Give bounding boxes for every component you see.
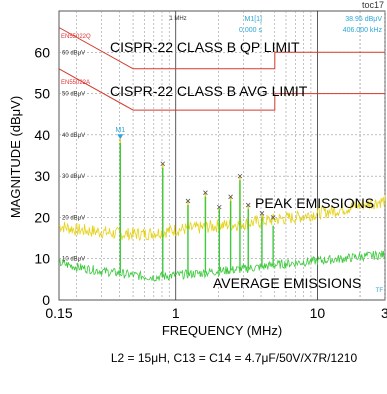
y-tick-label: 60: [34, 44, 50, 60]
series-trace: [58, 194, 386, 242]
x-tick-labels: 0.15 1 10 30: [45, 305, 387, 321]
peak-markers: [117, 134, 276, 220]
average-emissions-label: AVERAGE EMISSIONS: [213, 275, 361, 291]
peak-marker: [185, 198, 191, 204]
series-layer: [58, 139, 386, 282]
limit-name-avg: EN55022A: [61, 80, 90, 86]
marker-name: M1[1]: [244, 16, 262, 23]
peak-marker: [270, 215, 276, 220]
marker-time: 0.000 s: [239, 27, 262, 34]
x-axis-title: FREQUENCY (MHz): [162, 323, 282, 338]
marker-label: M1: [115, 127, 125, 134]
dbuv-label: 10 dBμV: [62, 257, 85, 263]
y-tick-label: 10: [34, 251, 50, 267]
x-tick-label: 30: [381, 305, 387, 321]
y-axis-title: MAGNITUDE (dBμV): [8, 96, 23, 218]
dbuv-label: 60 dBμV: [62, 50, 85, 56]
grid: [59, 11, 386, 300]
dbuv-label: 20 dBμV: [62, 215, 85, 221]
dbuv-label: 30 dBμV: [62, 174, 85, 180]
peak-marker: [228, 194, 233, 200]
y-tick-label: 50: [34, 86, 50, 102]
plot-background: [58, 10, 386, 301]
corner-label: TF: [376, 288, 384, 294]
peak-emissions-label: PEAK EMISSIONS: [255, 195, 374, 211]
figure-id: toc17: [362, 0, 384, 10]
y-tick-label: 40: [34, 127, 50, 143]
x-tick-label: 1: [172, 305, 180, 321]
limit-line: [58, 68, 385, 111]
dbuv-grid-labels: 60 dBμV 50 dBμV 40 dBμV 30 dBμV 20 dBμV 10 dB…: [62, 50, 85, 262]
limit-line: [58, 27, 385, 70]
peak-marker: [259, 211, 265, 216]
limit-lines: [58, 27, 385, 111]
marker-m1: [117, 134, 124, 140]
limit-name-qp: EN55022Q: [61, 34, 91, 40]
peak-marker: [245, 202, 251, 208]
marker-frequency: 406.000 kHz: [343, 27, 383, 34]
series-trace: [58, 249, 386, 282]
qp-limit-label: CISPR-22 CLASS B QP LIMIT: [110, 39, 300, 55]
x-tick-label: 10: [310, 305, 326, 321]
x-tick-label: 0.15: [45, 305, 72, 321]
y-tick-label: 0: [42, 292, 50, 308]
y-tick-label: 20: [34, 209, 50, 225]
y-tick-label: 30: [34, 168, 50, 184]
top-axis-label: 1 MHz: [169, 16, 186, 22]
y-tick-labels: 0 10 20 30 40 50 60: [34, 44, 50, 308]
caption: L2 = 15μH, C13 = C14 = 4.7μF/50V/X7R/121…: [111, 351, 358, 365]
peak-marker: [203, 190, 208, 195]
peak-marker: [217, 204, 222, 210]
avg-limit-label: CISPR-22 CLASS B AVG LIMIT: [110, 83, 308, 99]
dbuv-label: 50 dBμV: [62, 92, 85, 98]
dbuv-label: 40 dBμV: [62, 133, 85, 139]
peak-marker: [237, 173, 243, 179]
peak-marker: [160, 161, 166, 167]
marker-level: 38.95 dBμV: [345, 16, 382, 23]
